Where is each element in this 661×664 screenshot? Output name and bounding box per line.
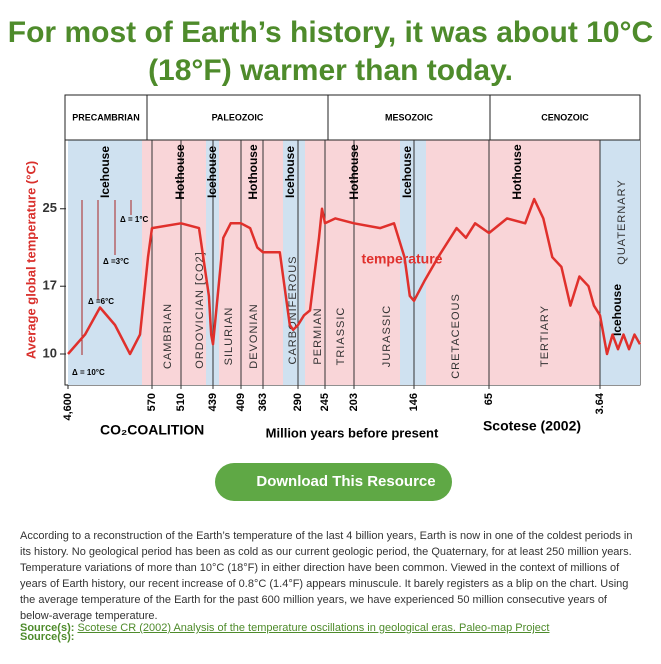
x-tick-label: 203	[348, 393, 360, 411]
band	[346, 140, 400, 385]
period-label: JURASSIC	[381, 305, 393, 367]
y-axis-label: Average global temperature (°C)	[23, 161, 38, 359]
download-button[interactable]	[215, 463, 452, 501]
climate-label: Icehouse	[283, 146, 297, 198]
band	[219, 140, 283, 385]
x-tick-label: 290	[292, 393, 304, 411]
period-label: TRIASSIC	[335, 307, 347, 366]
delta-label: Δ =6°C	[88, 297, 114, 306]
y-tick-label: 17	[43, 278, 57, 293]
delta-label: Δ =3°C	[103, 257, 129, 266]
delta-arrows	[81, 200, 132, 355]
y-tick-label: 25	[43, 200, 57, 215]
era-label: MESOZOIC	[385, 112, 434, 122]
delta-label: Δ = 10°C	[72, 368, 105, 377]
source-link[interactable]: Scotese CR (2002) Analysis of the temper…	[77, 622, 550, 634]
body-text: According to a reconstruction of the Ear…	[20, 528, 640, 643]
climate-label: Icehouse	[205, 146, 219, 198]
climate-label: Hothouse	[347, 144, 361, 200]
source-label: Source(s):	[20, 631, 75, 643]
period-label: CRETACEOUS	[450, 293, 462, 379]
x-tick-label: 439	[207, 393, 219, 411]
x-axis-label: Million years before present	[266, 425, 439, 440]
period-label: CARBONIFEROUS	[287, 256, 299, 365]
line-label: temperature	[362, 251, 443, 267]
x-tick-label: 363	[257, 393, 269, 411]
x-tick-label: 4,600	[62, 393, 74, 421]
page-title: For most of Earth’s history, it was abou…	[7, 16, 654, 87]
climate-label: Hothouse	[246, 144, 260, 200]
credit: Scotese (2002)	[483, 418, 581, 434]
climate-label: Hothouse	[510, 144, 524, 200]
band	[142, 140, 206, 385]
paragraph: According to a reconstruction of the Ear…	[20, 530, 633, 622]
sources: Source(s): Scotese CR (2002) Analysis of…	[20, 622, 640, 643]
era-label: PRECAMBRIAN	[72, 112, 140, 122]
delta-label: Δ = 1°C	[120, 215, 149, 224]
era-label: CENOZOIC	[541, 112, 589, 122]
button-label[interactable]: Download This Resource	[256, 473, 435, 490]
band	[426, 140, 600, 385]
temperature-line	[67, 197, 642, 356]
period-label: DEVONIAN	[248, 303, 260, 368]
x-tick-label: 510	[175, 393, 187, 411]
logo: CO₂COALITION	[100, 422, 204, 438]
period-label: QUATERNARY	[616, 179, 628, 264]
y-tick-label: 10	[43, 345, 57, 360]
chart: Download This Resource PRECAMBRIAN PALEOZ…	[23, 94, 642, 501]
x-tick-label: 3.64	[594, 392, 606, 414]
era-label: PALEOZOIC	[212, 112, 264, 122]
climate-label: Icehouse	[98, 146, 112, 198]
period-label: PERMIAN	[312, 307, 324, 364]
climate-label: Hothouse	[173, 144, 187, 200]
period-label: TERTIARY	[539, 305, 551, 367]
climate-label: Icehouse	[610, 284, 624, 336]
period-label: SILURIAN	[223, 307, 235, 366]
x-tick-label: 570	[146, 393, 158, 411]
x-tick-label: 146	[408, 393, 420, 411]
x-tick-label: 65	[483, 393, 495, 405]
x-tick-label: 409	[235, 393, 247, 411]
x-tick-label: 245	[319, 393, 331, 411]
climate-label: Icehouse	[400, 146, 414, 198]
period-label: CAMBRIAN	[162, 303, 174, 369]
source-label: Source(s):	[20, 622, 75, 634]
band	[68, 140, 142, 385]
period-label: ORDOVICIAN [CO2]	[194, 251, 206, 368]
